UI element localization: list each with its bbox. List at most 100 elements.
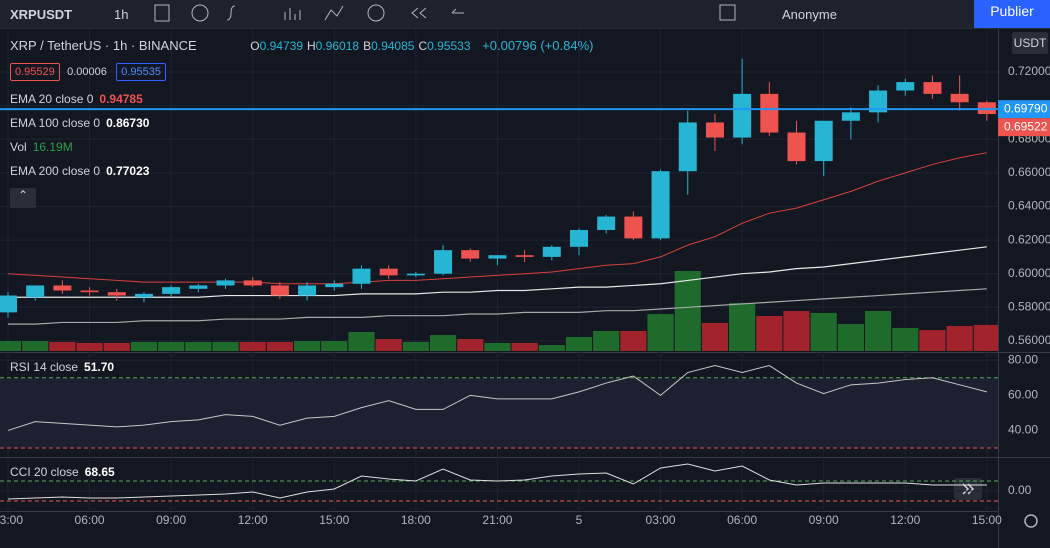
x-tick-label: 09:00 — [156, 513, 186, 527]
y-tick-label: 0.00 — [1008, 483, 1032, 497]
candle-body — [760, 93, 779, 133]
volume-bar — [402, 341, 429, 351]
candle-icon[interactable] — [154, 4, 170, 22]
candle-body — [53, 285, 72, 291]
x-tick-label: 15:00 — [319, 513, 349, 527]
volume-bar — [593, 330, 620, 351]
indicator-name: RSI 14 close — [10, 360, 79, 374]
candle-body — [189, 285, 208, 289]
fx-icon[interactable] — [226, 5, 236, 21]
candle-body — [841, 112, 860, 121]
indicator-legend: CCI 20 close 68.65 — [10, 465, 115, 479]
candle-body — [434, 250, 453, 274]
indicator-value: 0.86730 — [106, 116, 150, 130]
undo-icon[interactable] — [451, 8, 464, 14]
add-icon[interactable] — [191, 4, 209, 22]
x-tick-label: 12:00 — [238, 513, 268, 527]
candle-body — [379, 268, 398, 276]
collapse-button[interactable]: ⌃ — [10, 188, 36, 208]
x-tick-label: 06:00 — [727, 513, 757, 527]
alert-icon[interactable] — [367, 4, 385, 22]
candle-body — [134, 293, 153, 298]
candle-body — [678, 122, 697, 172]
indicator-legend: EMA 20 close 0 0.94785 — [10, 92, 143, 106]
indicator-name: EMA 100 close 0 — [10, 116, 101, 130]
volume-bar — [511, 342, 538, 351]
candle-body — [869, 90, 888, 113]
indicator-legend: Vol 16.19M — [10, 140, 73, 154]
ask-box: 0.95535 — [116, 63, 166, 81]
volume-bar — [674, 270, 701, 351]
candle-body — [923, 82, 942, 94]
price-tag — [998, 118, 1050, 137]
legend-main: XRP / TetherUS · 1h · BINANCE O0.94739 H0… — [10, 38, 593, 53]
x-tick-label: 09:00 — [809, 513, 839, 527]
indicator-legend: EMA 100 close 0 0.86730 — [10, 116, 149, 130]
candle-body — [950, 93, 969, 103]
layout-icon[interactable] — [719, 4, 736, 21]
symbol[interactable]: XRPUSDT — [10, 7, 73, 22]
x-tick-label: 03:00 — [646, 513, 676, 527]
indicator-value: 16.19M — [32, 140, 73, 154]
candle-body — [515, 255, 534, 257]
volume-bar — [321, 340, 348, 351]
replay-icon[interactable] — [411, 7, 427, 19]
x-tick-label: 5 — [576, 513, 583, 527]
indicator-pane — [7, 364, 987, 431]
y-tick-label: 0.64000 — [1008, 199, 1050, 213]
volume-bar — [946, 325, 973, 351]
volume-bar — [973, 324, 998, 351]
settings-icon[interactable] — [1024, 514, 1038, 528]
bars-icon[interactable] — [284, 8, 301, 20]
candle-body — [705, 122, 724, 138]
volume-bar — [266, 341, 293, 351]
indicator-name: Vol — [10, 140, 27, 154]
candle-body — [107, 292, 126, 296]
indicator-legend: EMA 200 close 0 0.77023 — [10, 164, 149, 178]
volume-bar — [158, 341, 185, 351]
y-tick-label: 0.72000 — [1008, 64, 1050, 78]
price-boxes: 0.95529 0.00006 0.95535 — [10, 63, 170, 81]
unit-label: USDT — [1014, 36, 1047, 50]
ohlc-value: 0.94085 — [371, 39, 415, 53]
indicator-value: 51.70 — [84, 360, 115, 374]
volume-bar — [620, 330, 647, 351]
candle-body — [162, 287, 181, 294]
y-tick-label: 40.00 — [1008, 423, 1038, 437]
candle-body — [977, 102, 996, 115]
toolbar-icons — [154, 4, 736, 22]
compare-icon[interactable] — [324, 5, 344, 21]
rsi-band — [0, 378, 998, 448]
volume-bar — [864, 310, 892, 351]
volume-bar — [892, 327, 919, 351]
x-tick-label: 12:00 — [890, 513, 920, 527]
indicator-pane — [7, 463, 987, 500]
ohlc-value: 0.95533 — [427, 39, 471, 53]
volume-bar — [375, 339, 402, 351]
volume-bar — [484, 342, 511, 351]
spread: 0.00006 — [67, 66, 107, 78]
price-pane — [0, 58, 998, 351]
volume-bar — [701, 322, 729, 351]
x-tick-label: 18:00 — [401, 513, 431, 527]
candle-body — [542, 246, 561, 257]
user[interactable]: Anonyme — [782, 7, 837, 22]
volume-bar — [185, 341, 212, 351]
indicator-value: 0.94785 — [99, 92, 143, 106]
y-tick-label: 0.60000 — [1008, 266, 1050, 280]
ohlc-value: 0.96018 — [315, 39, 360, 53]
candle-body — [733, 93, 752, 138]
scroll-icon — [962, 483, 975, 495]
volume-bar — [76, 342, 103, 351]
candle-body — [488, 255, 507, 259]
volume-bar — [919, 330, 946, 351]
interval[interactable]: 1h — [114, 7, 129, 22]
candle-body — [597, 216, 616, 230]
indicator-name: CCI 20 close — [10, 465, 79, 479]
candle-body — [814, 120, 833, 162]
volume-bar — [756, 315, 783, 351]
y-tick-label: 60.00 — [1008, 388, 1038, 402]
x-tick-label: 03:00 — [0, 513, 23, 527]
publish-button[interactable]: Publier — [974, 0, 1050, 28]
volume-bar — [429, 335, 457, 351]
